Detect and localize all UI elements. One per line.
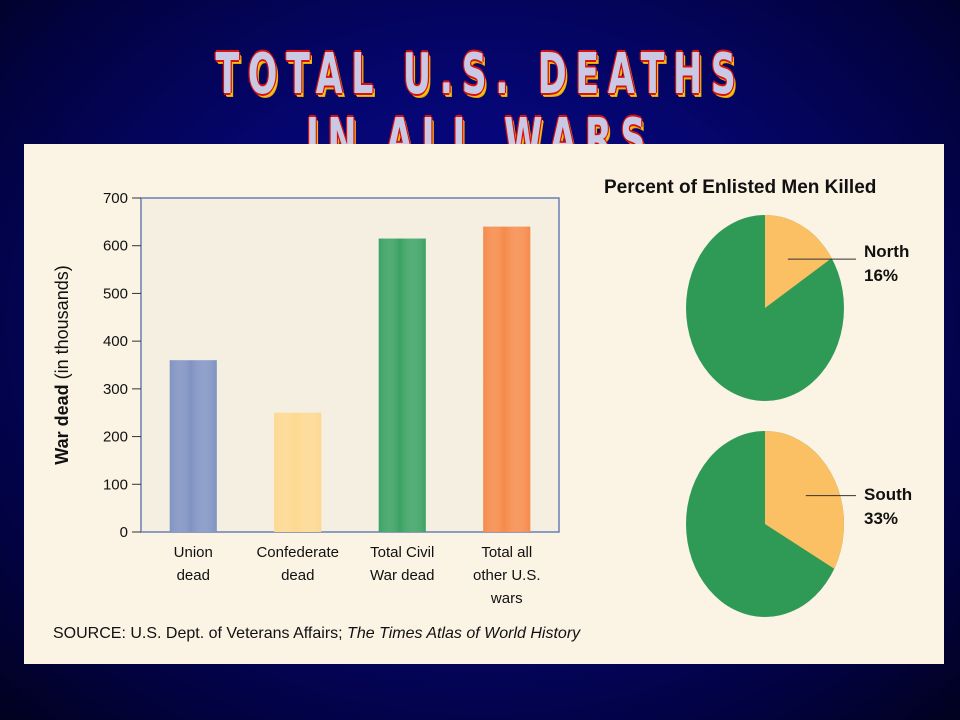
y-tick-label: 100	[103, 476, 128, 493]
y-axis-label-bold: War dead	[52, 384, 72, 464]
bar-shading	[483, 226, 531, 532]
chart-panel: 0 100 200 300 400 500 600 700 Union dead Confeder…	[24, 144, 944, 664]
pie-slice-value: 33%	[864, 509, 898, 528]
pie-slice	[765, 215, 832, 308]
bar-shading	[378, 238, 426, 533]
x-category-label: dead	[177, 567, 210, 584]
x-category-label: wars	[490, 590, 523, 607]
y-tick-label: 700	[103, 190, 128, 207]
x-category-label: Total all	[481, 544, 532, 561]
y-tick-label: 0	[120, 524, 128, 541]
pie-slice-label: South	[864, 485, 912, 504]
x-category-label: other U.S.	[473, 567, 541, 584]
source-prefix: SOURCE: U.S. Dept. of Veterans Affairs;	[53, 625, 347, 642]
bar-shading	[169, 360, 217, 532]
y-tick-label: 400	[103, 333, 128, 350]
y-tick-label: 600	[103, 238, 128, 255]
bar-shading	[274, 412, 322, 532]
y-axis-label: War dead (in thousands)	[52, 265, 72, 464]
pie-slice	[765, 431, 844, 569]
x-category-label: Confederate	[256, 544, 339, 561]
y-axis-label-rest: (in thousands)	[52, 265, 72, 384]
source-italic: The Times Atlas of World History	[347, 625, 581, 642]
pie-chart-title: Percent of Enlisted Men Killed	[604, 177, 876, 198]
chart-figure: 0 100 200 300 400 500 600 700 Union dead Confeder…	[52, 177, 912, 642]
x-category-label: dead	[281, 567, 314, 584]
y-tick-label: 500	[103, 285, 128, 302]
slide-title: TOTAL U.S. DEATHS IN ALL WARS	[215, 42, 745, 172]
source-note: SOURCE: U.S. Dept. of Veterans Affairs; …	[53, 625, 581, 642]
pie-slice-value: 16%	[864, 266, 898, 285]
x-category-label: War dead	[370, 567, 434, 584]
x-category-label: Union	[174, 544, 213, 561]
y-tick-label: 200	[103, 429, 128, 446]
pie-slice-label: North	[864, 242, 909, 261]
x-category-label: Total Civil	[370, 544, 434, 561]
y-tick-label: 300	[103, 381, 128, 398]
